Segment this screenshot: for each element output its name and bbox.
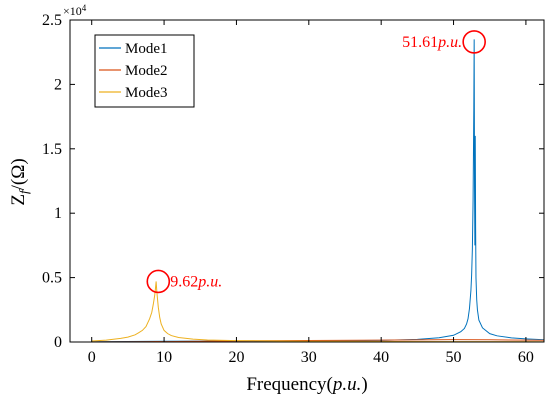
annotation-layer: 9.62p.u. 51.61p.u.: [146, 30, 486, 294]
tick-layer: 0 10 20 30 40 50 60 0 0.5 1 1.5 2 2.5: [42, 12, 544, 366]
y-tick-label: 0.5: [42, 270, 62, 287]
x-tick-label: 10: [156, 349, 172, 366]
x-tick-label: 60: [518, 349, 534, 366]
y-multiplier-label: ×104: [63, 3, 87, 18]
peak-annotation-label: 9.62p.u.: [170, 273, 222, 290]
legend-label-mode2: Mode2: [125, 63, 168, 79]
legend-label-mode1: Mode1: [125, 41, 168, 57]
x-axis-label: Frequency(p.u.): [246, 374, 367, 395]
x-tick-label: 50: [446, 349, 462, 366]
y-tick-label: 2: [54, 76, 62, 93]
x-tick-label: 30: [301, 349, 317, 366]
legend-box: [94, 34, 195, 108]
y-tick-label: 1: [54, 205, 62, 222]
y-axis-label: Zf/(Ω): [8, 158, 31, 205]
series-line-mode1: [91, 39, 545, 343]
y-tick-label: 1.5: [42, 141, 62, 158]
x-tick-label: 0: [88, 349, 96, 366]
legend-label-mode3: Mode3: [125, 85, 168, 101]
x-tick-label: 20: [228, 349, 244, 366]
plot-frame: [69, 19, 545, 343]
peak-marker-circle: [146, 269, 171, 294]
peak-marker-circle: [462, 30, 486, 54]
legend: Mode1 Mode2 Mode3: [94, 34, 195, 108]
x-tick-label: 40: [373, 349, 389, 366]
y-tick-label: 2.5: [42, 12, 62, 29]
y-tick-label: 0: [54, 334, 62, 351]
peak-annotation-label: 51.61p.u.: [402, 34, 462, 51]
